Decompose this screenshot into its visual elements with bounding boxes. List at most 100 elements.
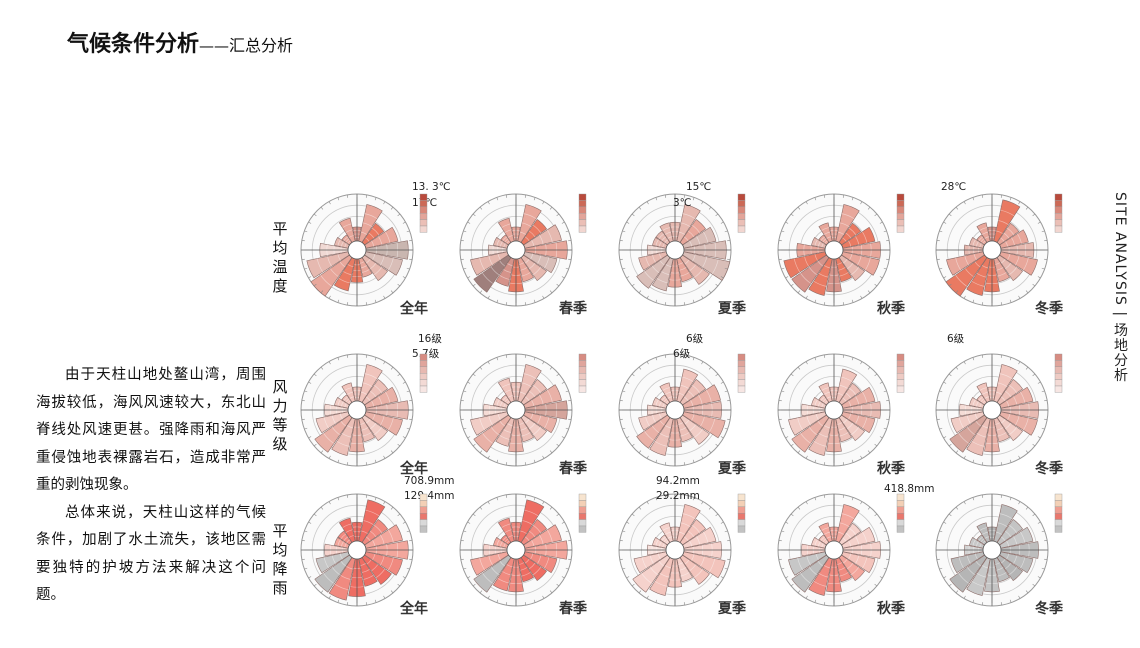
- rose-center: [824, 540, 844, 560]
- petal-band: [972, 539, 976, 546]
- rose-center: [665, 540, 685, 560]
- petal-band: [349, 396, 355, 399]
- rose-tick: [883, 390, 887, 393]
- petal-band: [679, 427, 687, 431]
- petal-band: [344, 543, 347, 548]
- season-label: 春季: [558, 600, 587, 617]
- petal-band: [659, 420, 665, 426]
- rose-tick: [622, 530, 626, 533]
- petal-band: [363, 575, 374, 580]
- rose-center: [506, 540, 526, 560]
- rose-tick: [720, 576, 724, 579]
- rose-tick: [708, 206, 712, 210]
- rose-tick: [467, 221, 471, 224]
- petal-band: [503, 403, 506, 408]
- rose-tick: [860, 201, 863, 205]
- rose-tick: [409, 539, 413, 542]
- legend-swatch: [419, 525, 428, 533]
- petal-band: [824, 240, 828, 244]
- rose-tick: [778, 258, 782, 261]
- petal-band: [808, 266, 818, 276]
- rose-tick: [646, 201, 649, 205]
- rose-tick: [981, 602, 984, 606]
- petal-band: [499, 275, 510, 280]
- petal-band: [528, 262, 536, 270]
- rose-tick: [708, 590, 712, 594]
- petal-band: [820, 536, 826, 542]
- petal-band: [546, 389, 553, 403]
- rose-tick: [397, 583, 401, 587]
- petal-band: [678, 262, 684, 265]
- rose-tick: [981, 354, 984, 358]
- petal-band: [842, 418, 848, 424]
- rose-tick: [883, 427, 887, 430]
- rose-tick: [409, 399, 413, 402]
- petal-band: [708, 558, 716, 573]
- petal-band: [839, 272, 849, 277]
- petal-band: [661, 536, 667, 542]
- petal-band: [848, 527, 857, 536]
- legend-swatch: [578, 525, 587, 533]
- petal-band: [848, 240, 852, 247]
- rose-tick: [860, 361, 863, 365]
- legend-swatch: [578, 225, 587, 233]
- petal-band: [337, 239, 341, 246]
- petal-band: [371, 400, 375, 407]
- rose-tick: [860, 295, 863, 299]
- rose-tick: [823, 302, 826, 306]
- legend-strip: [896, 493, 905, 533]
- petal-band: [649, 555, 654, 565]
- legend-swatch: [737, 500, 746, 507]
- petal-band: [380, 555, 385, 566]
- rose-tick: [346, 494, 349, 498]
- petal-band: [369, 530, 377, 538]
- legend-swatch: [419, 353, 428, 361]
- petal-band: [823, 391, 831, 395]
- legend-swatch: [1054, 219, 1063, 227]
- petal-band: [691, 224, 701, 234]
- rose-tick: [814, 497, 817, 501]
- petal-band: [975, 541, 979, 547]
- petal-band: [530, 553, 534, 560]
- rose-tick: [886, 539, 890, 542]
- rose-tick: [720, 381, 724, 384]
- petal-band: [659, 573, 670, 578]
- petal-band: [496, 539, 500, 546]
- rose-tick: [797, 450, 801, 454]
- value-annotation: 13. 3℃: [412, 181, 451, 193]
- rose-tick: [313, 513, 317, 517]
- petal-band: [539, 534, 544, 545]
- petal-band: [520, 567, 528, 571]
- rose-tick: [479, 450, 483, 454]
- legend-swatch: [1054, 193, 1063, 201]
- legend-swatch: [1054, 366, 1063, 374]
- petal-band: [979, 543, 982, 548]
- rose-tick: [487, 295, 490, 299]
- petal-band: [496, 399, 500, 406]
- description-paragraph-2: 总体来说，天柱山这样的气候条件，加剧了水土流失，该地区需要独特的护坡方法来解决这…: [36, 504, 266, 604]
- rose-tick: [328, 595, 331, 599]
- rose-tick: [487, 595, 490, 599]
- rose-tick: [781, 427, 785, 430]
- petal-band: [1004, 562, 1012, 570]
- rose-tick: [874, 513, 878, 517]
- rose-tick: [720, 276, 724, 279]
- rose-tick: [955, 450, 959, 454]
- petal-band: [503, 243, 506, 248]
- rose-tick: [313, 583, 317, 587]
- rose-tick: [626, 436, 630, 439]
- legend-swatch: [1054, 212, 1063, 220]
- petal-band: [855, 535, 860, 545]
- petal-band: [658, 401, 662, 407]
- rose-tick: [556, 513, 560, 517]
- petal-band: [1013, 555, 1018, 565]
- rose-tick: [487, 501, 490, 505]
- rose-tick: [374, 599, 377, 603]
- rose-tick: [626, 221, 630, 224]
- petal-band: [1006, 553, 1010, 560]
- rose-tick: [646, 501, 649, 505]
- rose-tick: [778, 399, 782, 402]
- rose-tick: [1025, 506, 1029, 510]
- rose-tick: [542, 295, 545, 299]
- petal-band: [530, 413, 534, 420]
